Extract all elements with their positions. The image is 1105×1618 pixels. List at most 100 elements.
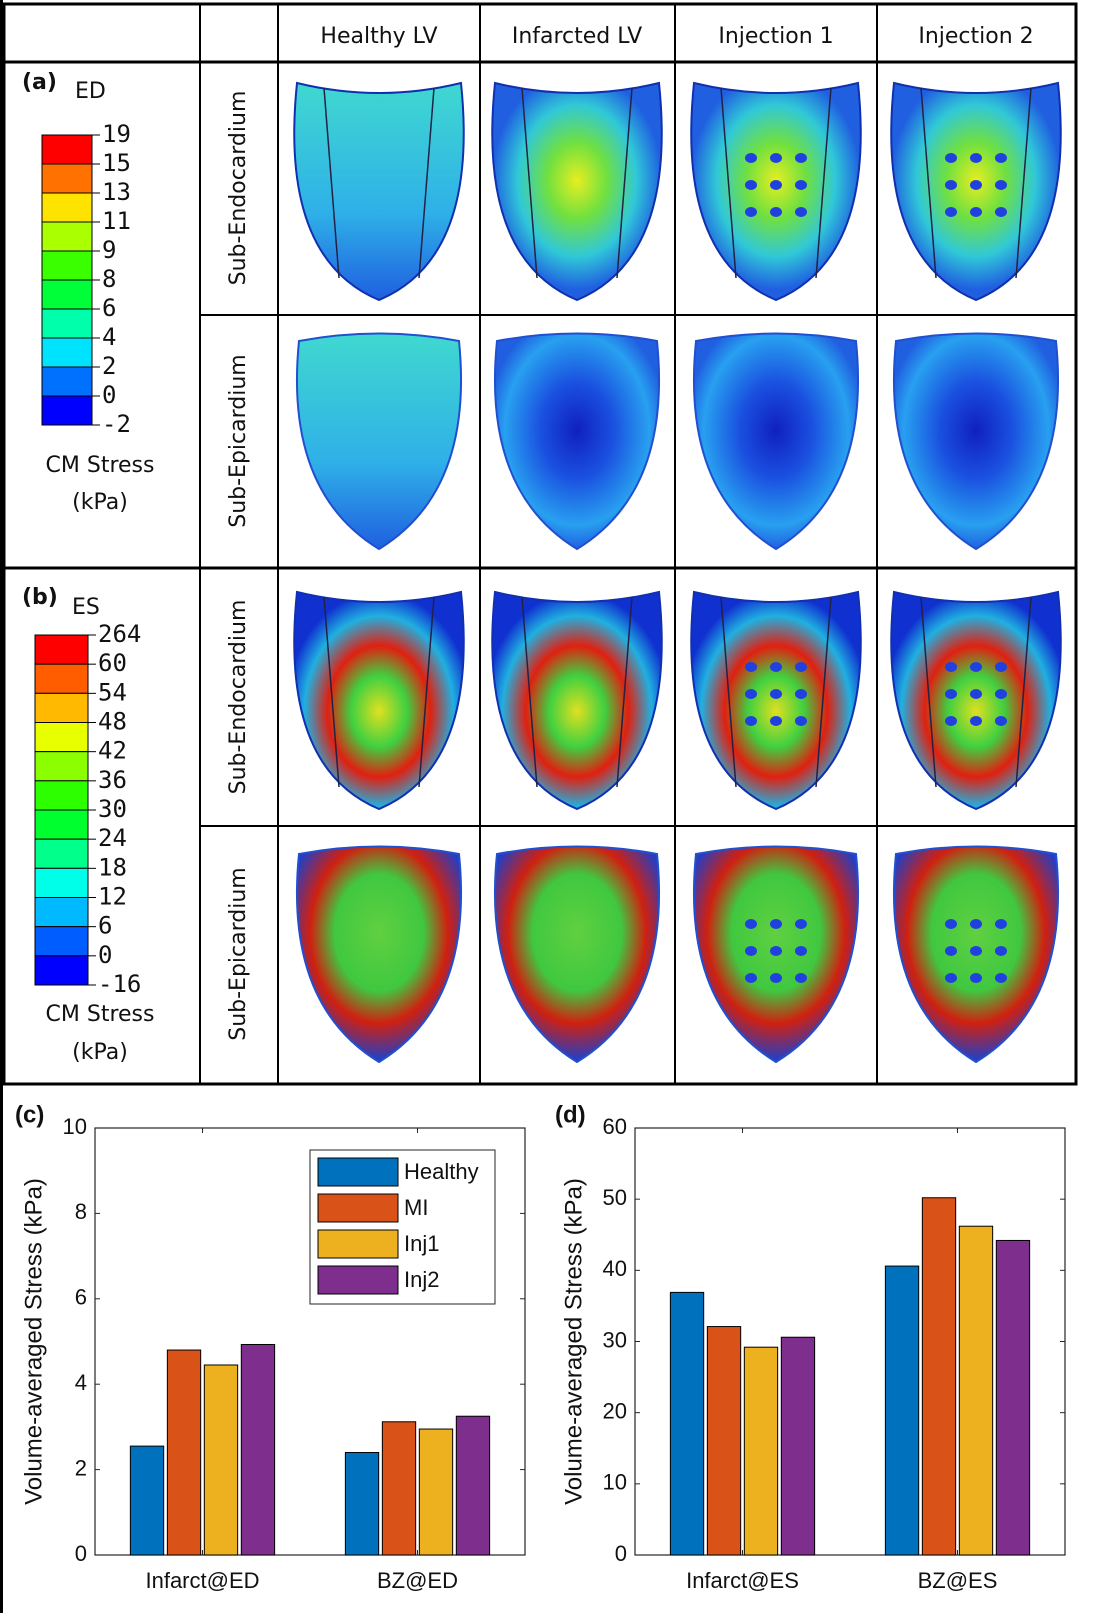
injection-dot [745, 973, 757, 983]
heart-edge [1015, 596, 1032, 788]
plot-area [634, 1127, 1066, 1556]
heart-image [690, 590, 862, 811]
injection-dot [770, 973, 782, 983]
injection-dot [995, 716, 1007, 726]
colorbar-band [41, 134, 93, 165]
injection-dot [770, 662, 782, 672]
heart-image [293, 590, 465, 811]
injection-dot [745, 662, 757, 672]
bar [455, 1415, 491, 1556]
bar [921, 1197, 957, 1556]
colorbar-tick-label: -16 [98, 970, 141, 998]
injection-dot [995, 689, 1007, 699]
injection-dot [745, 689, 757, 699]
injection-dot [970, 689, 982, 699]
heart-edge [521, 87, 538, 279]
colorbar-band [34, 634, 89, 665]
column-header: Healthy LV [320, 24, 437, 49]
colorbar-band [34, 838, 89, 869]
colorbar-band [34, 663, 89, 694]
heart-edge [323, 596, 340, 788]
injection-dot [945, 153, 957, 163]
heart-edge [418, 87, 435, 279]
injection-dot [970, 946, 982, 956]
bar [418, 1428, 454, 1556]
injection-dot [770, 689, 782, 699]
colorbar-tick-label: 54 [98, 678, 127, 706]
bar [743, 1346, 779, 1556]
colorbar-tick-label: 264 [98, 620, 141, 648]
colorbar-title: CM Stress [46, 1002, 155, 1027]
injection-dot [770, 153, 782, 163]
x-tick-label: BZ@ED [377, 1568, 458, 1593]
colorbar-band [41, 163, 93, 194]
row-label: Sub-Endocardium [226, 600, 251, 795]
colorbar-tick-label: 4 [102, 323, 116, 351]
row-label: Sub-Endocardium [226, 91, 251, 286]
colorbar-band [34, 722, 89, 753]
heart-image [890, 590, 1062, 811]
colorbar-band [41, 250, 93, 281]
phase-label: ED [75, 79, 106, 104]
colorbar-tick-label: 9 [102, 236, 116, 264]
injection-dot [770, 946, 782, 956]
y-tick-label: 2 [75, 1455, 87, 1480]
colorbar-tick-label: 60 [98, 649, 127, 677]
heart-edge [720, 87, 737, 279]
panel-label: (b) [22, 585, 58, 610]
colorbar-band [41, 366, 93, 397]
colorbar-tick-label: 19 [102, 120, 131, 148]
heart-edge [815, 596, 832, 788]
injection-dot [945, 973, 957, 983]
y-tick-label: 10 [603, 1470, 627, 1495]
heart-edge [815, 87, 832, 279]
injection-dot [745, 207, 757, 217]
colorbar-tick-label: 42 [98, 737, 127, 765]
panel-label: (a) [22, 70, 57, 95]
x-tick-label: Infarct@ED [145, 1568, 259, 1593]
row-label: Sub-Epicardium [226, 354, 251, 527]
colorbar-tick-label: 36 [98, 766, 127, 794]
legend-swatch [317, 1229, 399, 1259]
row-label: Sub-Epicardium [226, 867, 251, 1040]
injection-dot [970, 662, 982, 672]
legend-swatch [317, 1157, 399, 1187]
heart-image [491, 590, 663, 811]
legend-label: Healthy [404, 1159, 479, 1184]
bar [780, 1336, 816, 1556]
heart-edge [521, 596, 538, 788]
heart-image [892, 332, 1060, 551]
colorbar-band [34, 955, 89, 986]
colorbar-tick-label: 0 [98, 941, 112, 969]
heart-image [293, 81, 465, 302]
colorbar-title: CM Stress [46, 453, 155, 478]
injection-dot [745, 180, 757, 190]
y-tick-label: 0 [615, 1541, 627, 1566]
bar [884, 1265, 920, 1556]
y-tick-label: 6 [75, 1285, 87, 1310]
colorbar-band [41, 395, 93, 426]
y-axis-label: Volume-averaged Stress (kPa) [560, 1178, 587, 1505]
heart-edge [323, 87, 340, 279]
colorbar-band [41, 221, 93, 252]
column-header: Injection 1 [718, 24, 833, 49]
injection-dot [795, 973, 807, 983]
bar [203, 1364, 239, 1556]
injection-dot [745, 153, 757, 163]
injection-dot [945, 919, 957, 929]
heart-image [493, 845, 661, 1064]
colorbar-band [34, 867, 89, 898]
colorbar-tick-label: 0 [102, 381, 116, 409]
y-tick-label: 30 [603, 1327, 627, 1352]
colorbar-tick-label: -2 [102, 410, 131, 438]
bar [381, 1421, 417, 1556]
injection-dot [995, 207, 1007, 217]
injection-dot [970, 919, 982, 929]
colorbar-band [41, 337, 93, 368]
injection-dot [795, 153, 807, 163]
heart-image [491, 81, 663, 302]
injection-dot [795, 716, 807, 726]
x-tick-label: BZ@ES [918, 1568, 998, 1593]
injection-dot [745, 946, 757, 956]
